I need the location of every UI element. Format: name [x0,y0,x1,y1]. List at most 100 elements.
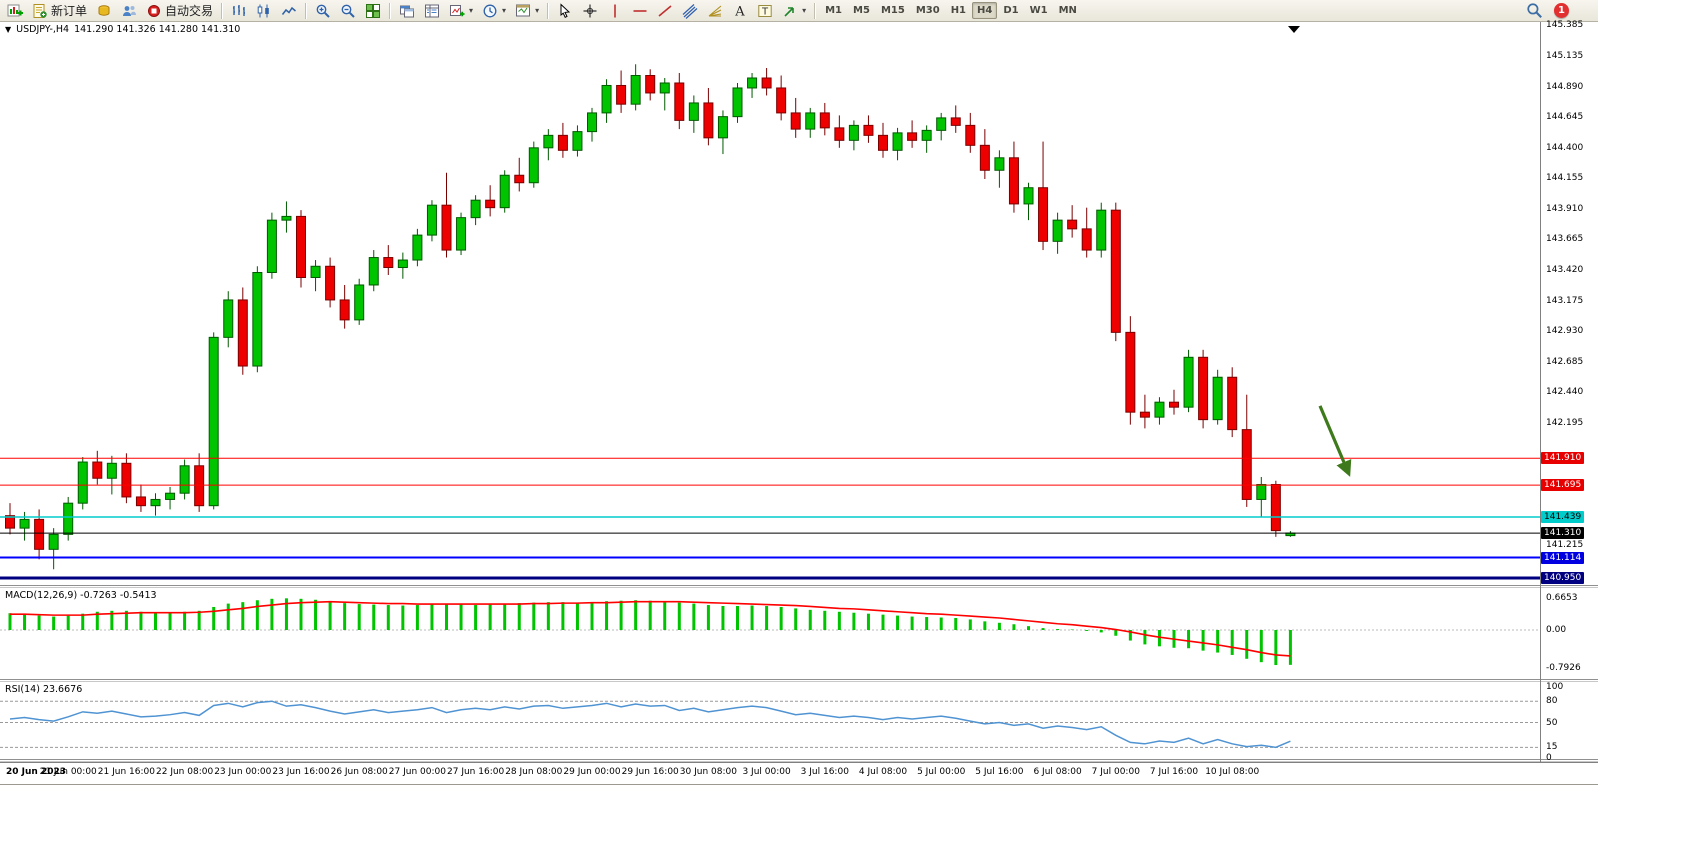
equidistant-channel-button[interactable] [678,1,702,20]
timeframe-button-m5[interactable]: M5 [848,2,875,19]
line-chart-button[interactable] [277,1,301,20]
templates-icon [516,4,531,16]
crosshair-button[interactable] [578,1,602,20]
chart-area[interactable]: ▼ USDJPY-,H4 141.290 141.326 141.280 141… [0,20,1598,763]
chart-canvas[interactable] [0,22,1598,762]
tile-windows-icon [366,3,381,18]
axis-label: 144.890 [1546,81,1584,92]
fibonacci-icon [708,5,722,17]
axis-label: 142.440 [1546,387,1584,398]
text-label-icon: T [758,4,772,17]
axis-label: 0 [1546,753,1552,763]
axis-label: 142.685 [1546,356,1584,367]
time-label: 21 Jun 00:00 [39,767,97,777]
annotation-arrow[interactable] [1318,405,1352,477]
deposit-button[interactable] [92,1,116,20]
timeframe-button-m1[interactable]: M1 [820,2,847,19]
horizontal-line-button[interactable] [628,1,652,20]
cursor-button[interactable] [553,1,577,20]
axis-label: 141.215 [1546,539,1584,550]
vertical-line-button[interactable] [603,1,627,20]
time-label: 23 Jun 16:00 [272,767,330,777]
time-label: 3 Jul 16:00 [800,767,849,777]
dropdown-caret-icon: ▾ [802,6,807,15]
insert-chart-icon [450,4,465,16]
one-click-expand-icon[interactable]: ▼ [5,25,12,34]
new-chart-button[interactable] [3,1,27,20]
search-button[interactable] [1522,1,1547,20]
zoom-out-button[interactable] [336,1,360,20]
bar-chart-button[interactable] [227,1,251,20]
ohlc-quote: 141.290 141.326 141.280 141.310 [74,24,241,35]
dropdown-caret-icon: ▾ [535,6,540,15]
autotrading-button[interactable]: 自动交易 [142,1,217,20]
time-label: 20 Jun 2023 [6,767,67,777]
time-label: 4 Jul 08:00 [858,767,908,777]
cursor-icon [560,2,571,18]
periods-clock-button[interactable]: ▾ [478,1,510,20]
templates-button[interactable]: ▾ [511,1,543,20]
time-label: 27 Jun 16:00 [447,767,505,777]
text-button[interactable]: A [728,1,752,20]
timeframe-button-h1[interactable]: H1 [946,2,971,19]
time-label: 21 Jun 16:00 [97,767,155,777]
notification-badge[interactable]: 1 [1554,3,1569,18]
equidistant-channel-icon [682,3,698,19]
crosshair-icon [583,4,597,17]
time-axis[interactable]: 20 Jun 2023 21 Jun 00:00 21 Jun 16:00 22 Ju… [0,762,1598,784]
toolbar-right: 1 [1522,1,1569,20]
axis-label: 143.910 [1546,203,1584,214]
chart-shift-marker [1288,26,1300,33]
timeframe-group: M1 M5 M15 M30 H1 H4 D1 W1 MN [820,2,1082,19]
trendline-button[interactable] [653,1,677,20]
arrows-icon [784,6,794,17]
zoom-in-button[interactable] [311,1,335,20]
axis-label: 143.420 [1546,265,1584,276]
chart-window: ▼ USDJPY-,H4 141.290 141.326 141.280 141… [0,20,1598,785]
time-label: 7 Jul 16:00 [1149,767,1199,777]
community-button[interactable] [117,1,141,20]
data-window-button[interactable] [420,1,444,20]
arrows-button[interactable]: ▾ [778,1,810,20]
timeframe-button-w1[interactable]: W1 [1025,2,1053,19]
macd-signal-line [10,600,1291,657]
arrange-windows-button[interactable] [395,1,419,20]
time-label: 26 Jun 08:00 [330,767,388,777]
candlestick-chart-icon [257,4,269,17]
timeframe-button-mn[interactable]: MN [1054,2,1082,19]
community-icon [123,5,137,16]
trendline-icon [658,4,672,17]
insert-chart-button[interactable]: ▾ [445,1,477,20]
axis-label: 80 [1546,696,1558,707]
time-label: 7 Jul 00:00 [1091,767,1140,777]
timeframe-button-d1[interactable]: D1 [998,2,1023,19]
time-label: 22 Jun 08:00 [156,767,214,777]
rsi-line [9,700,1291,749]
symbol-quote: ▼ USDJPY-,H4 141.290 141.326 141.280 141… [5,24,240,35]
tile-windows-button[interactable] [361,1,385,20]
toolbar: 新订单 自动交易 [0,0,1598,22]
axis-label: -0.7926 [1546,663,1581,674]
axis-label: 100 [1546,682,1564,692]
fibonacci-button[interactable] [703,1,727,20]
timeframe-button-m15[interactable]: M15 [876,2,910,19]
text-label-button[interactable]: T [753,1,777,20]
symbol-period-label: USDJPY-,H4 [16,24,70,35]
toolbar-separator [547,2,550,19]
new-order-button[interactable]: 新订单 [28,1,91,20]
new-order-icon [33,3,47,18]
new-chart-icon [7,4,23,16]
axis-label: 50 [1546,717,1558,728]
axis-label: 142.930 [1546,326,1584,337]
axis-label: 143.175 [1546,295,1584,306]
candlestick-chart-button[interactable] [252,1,276,20]
time-label: 10 Jul 08:00 [1205,767,1260,777]
dropdown-caret-icon: ▾ [469,6,474,15]
price-tag: 140.950 [1541,572,1585,584]
new-order-label: 新订单 [51,4,88,18]
timeframe-button-h4[interactable]: H4 [972,2,998,19]
time-label: 3 Jul 00:00 [742,767,791,777]
bar-chart-icon [233,4,246,16]
horizontal-price-lines[interactable] [0,457,1540,580]
timeframe-button-m30[interactable]: M30 [911,2,945,19]
